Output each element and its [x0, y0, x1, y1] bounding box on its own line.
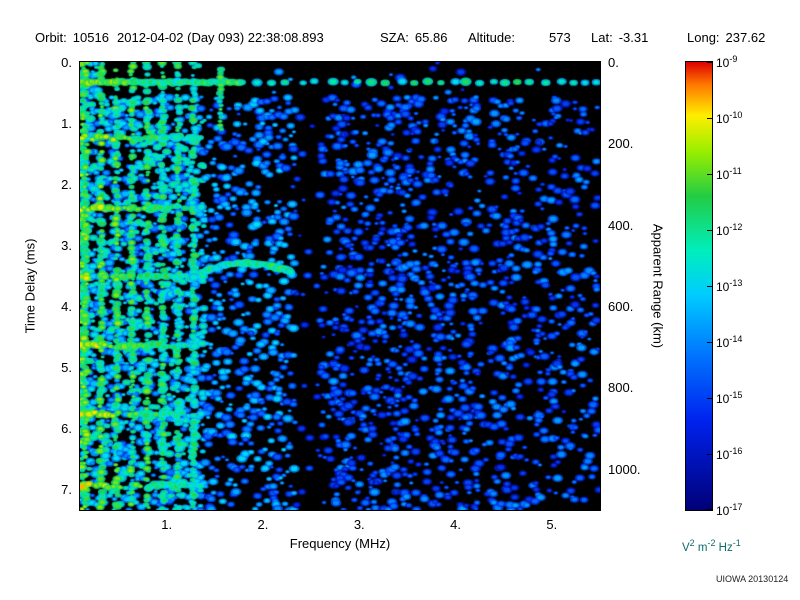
- latitude-field: Lat: -3.31: [591, 30, 648, 45]
- longitude-value: 237.62: [725, 30, 766, 45]
- colorbar-tick-label: 10-17: [716, 502, 743, 518]
- x-axis-tick-label: 5.: [546, 517, 558, 532]
- longitude-label: Long:: [687, 30, 720, 45]
- datetime-value: 2012-04-02 (Day 093) 22:38:08.893: [117, 30, 324, 45]
- range-axis-tick-label: 0.: [608, 55, 619, 70]
- colorbar-tickmark: [707, 286, 712, 287]
- altitude-field: Altitude: 573: [468, 30, 571, 45]
- y-axis-tick-label: 5.: [61, 359, 72, 375]
- sza-field: SZA: 65.86: [380, 30, 447, 45]
- colorbar-tick-label: 10-9: [716, 54, 738, 70]
- y-axis-tick-label: 7.: [61, 481, 72, 497]
- colorbar-tickmark: [707, 174, 712, 175]
- colorbar-tick-label: 10-13: [716, 278, 743, 294]
- x-axis-tick-label: 4.: [450, 517, 461, 532]
- range-axis-tick-label: 1000.: [608, 461, 641, 477]
- latitude-label: Lat:: [591, 30, 613, 45]
- y-axis-tick-label: 6.: [61, 420, 72, 436]
- x-axis-title: Frequency (MHz): [289, 536, 391, 551]
- y-axis-tick-label: 3.: [61, 237, 72, 253]
- spectrogram-canvas: [80, 62, 600, 510]
- y-axis-tick-label: 4.: [61, 298, 72, 314]
- longitude-field: Long: 237.62: [687, 30, 765, 45]
- header-info-bar: Orbit: 10516 2012-04-02 (Day 093) 22:38:0…: [0, 30, 800, 48]
- colorbar-tickmark: [707, 454, 712, 455]
- colorbar-tick-label: 10-15: [716, 390, 743, 406]
- y-axis-tick-label: 1.: [61, 115, 72, 131]
- y-axis-tick-label: 2.: [61, 176, 72, 192]
- altitude-label: Altitude:: [468, 30, 515, 45]
- spectrogram-plot-area: [79, 61, 601, 511]
- credit-stamp: UIOWA 20130124: [716, 574, 789, 584]
- colorbar-tickmark: [707, 62, 712, 63]
- y-axis-tick-label: 0.: [61, 55, 72, 70]
- range-axis-tick-label: 600.: [608, 298, 634, 314]
- colorbar-tickmark: [707, 342, 712, 343]
- colorbar-tickmark: [707, 118, 712, 119]
- sza-label: SZA:: [380, 30, 409, 45]
- sza-value: 65.86: [414, 30, 448, 45]
- colorbar-tickmark: [707, 230, 712, 231]
- colorbar-units-label: V2 m-2 Hz-1: [682, 538, 741, 554]
- x-axis-tick-label: 3.: [353, 517, 365, 532]
- latitude-value: -3.31: [618, 30, 649, 45]
- orbit-value: 10516: [72, 30, 109, 45]
- orbit-field: Orbit: 10516: [35, 30, 109, 45]
- range-axis-tick-label: 800.: [608, 380, 634, 396]
- colorbar-tickmark: [707, 509, 712, 510]
- orbit-label: Orbit:: [35, 30, 67, 45]
- colorbar-tick-label: 10-11: [716, 166, 742, 182]
- colorbar-tick-label: 10-14: [716, 334, 743, 350]
- altitude-value: 573: [548, 30, 571, 45]
- range-axis-tick-label: 200.: [608, 136, 634, 152]
- colorbar-tick-label: 10-12: [716, 222, 743, 238]
- x-axis-tick-label: 1.: [161, 517, 173, 532]
- colorbar-tickmark: [707, 398, 712, 399]
- colorbar-tick-label: 10-16: [716, 446, 743, 462]
- range-axis-title: Apparent Range (km): [650, 223, 666, 349]
- colorbar-tick-label: 10-10: [716, 110, 743, 126]
- x-axis-tick-label: 2.: [257, 517, 269, 532]
- range-axis-tick-label: 400.: [608, 217, 634, 233]
